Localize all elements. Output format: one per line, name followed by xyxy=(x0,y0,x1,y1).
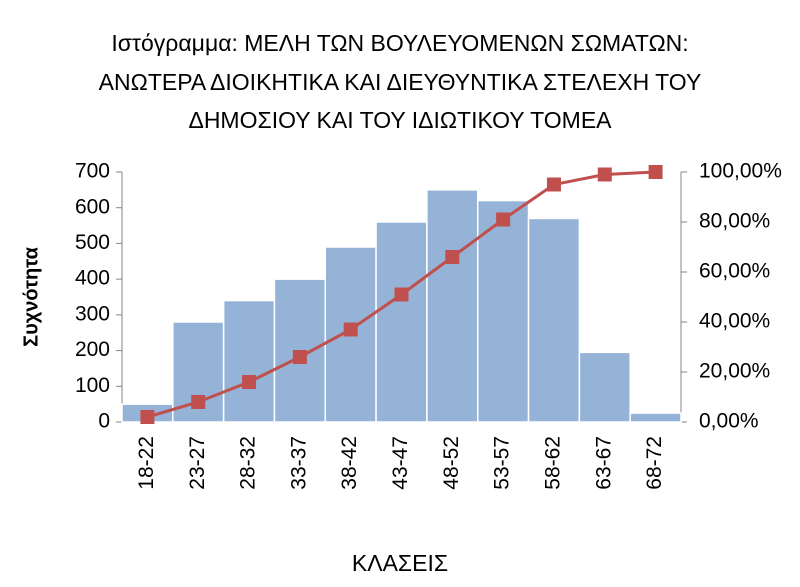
x-tick-label: 58-62 xyxy=(542,436,565,490)
x-tick-label: 68-72 xyxy=(643,436,666,490)
marker xyxy=(343,322,358,337)
y2-tick-label: 60,00% xyxy=(699,260,770,283)
y-tick-label: 100 xyxy=(75,374,110,397)
bar xyxy=(629,412,682,423)
x-tick-label: 63-67 xyxy=(592,436,615,490)
marker xyxy=(292,350,307,364)
bar xyxy=(375,221,428,423)
y-tick-label: 500 xyxy=(75,231,110,254)
marker xyxy=(496,212,511,227)
y-tick-label: 0 xyxy=(98,410,110,433)
bar xyxy=(222,299,276,423)
bar xyxy=(527,217,581,423)
y-tick-label: 200 xyxy=(75,338,110,361)
x-tick-label: 48-52 xyxy=(440,436,463,490)
marker xyxy=(445,250,460,264)
y2-tick-label: 20,00% xyxy=(699,360,770,383)
y-tick-label: 600 xyxy=(75,195,110,218)
y-tick-label: 300 xyxy=(75,302,110,325)
marker xyxy=(191,395,206,409)
y2-tick-label: 100,00% xyxy=(699,160,782,183)
x-tick-label: 53-57 xyxy=(491,436,514,490)
y2-tick-label: 0,00% xyxy=(699,410,759,433)
marker xyxy=(394,287,409,302)
x-tick-label: 18-22 xyxy=(135,436,158,490)
bar xyxy=(578,351,631,423)
y2-tick-label: 40,00% xyxy=(699,310,770,333)
x-tick-label: 33-37 xyxy=(287,436,310,490)
y2-tick-label: 80,00% xyxy=(699,210,770,233)
y-tick-label: 700 xyxy=(75,160,110,183)
y-axis-title: Συχνότητα xyxy=(20,246,42,346)
chart-title: ΔΗΜΟΣΙΟΥ ΚΑΙ ΤΟΥ ΙΔΙΩΤΙΚΟΥ ΤΟΜΕΑ xyxy=(188,107,612,133)
marker xyxy=(648,165,663,179)
x-tick-label: 23-27 xyxy=(186,436,209,490)
x-tick-label: 38-42 xyxy=(338,436,361,490)
bar xyxy=(426,189,479,423)
marker xyxy=(242,375,257,389)
chart-title: ΑΝΩΤΕΡΑ ΔΙΟΙΚΗΤΙΚΑ ΚΑΙ ΔΙΕΥΘΥΝΤΙΚΑ ΣΤΕΛΕ… xyxy=(99,69,702,95)
x-tick-label: 43-47 xyxy=(389,436,412,490)
marker xyxy=(546,177,561,192)
x-tick-label: 28-32 xyxy=(237,436,260,490)
marker xyxy=(140,410,155,424)
x-axis-title: ΚΛΑΣΕΙΣ xyxy=(352,550,448,576)
y-tick-label: 400 xyxy=(75,267,110,290)
chart-title: Ιστόγραμμα: ΜΕΛΗ ΤΩΝ ΒΟΥΛΕΥΟΜΕΝΩΝ ΣΩΜΑΤΩ… xyxy=(111,30,688,56)
marker xyxy=(597,167,612,182)
